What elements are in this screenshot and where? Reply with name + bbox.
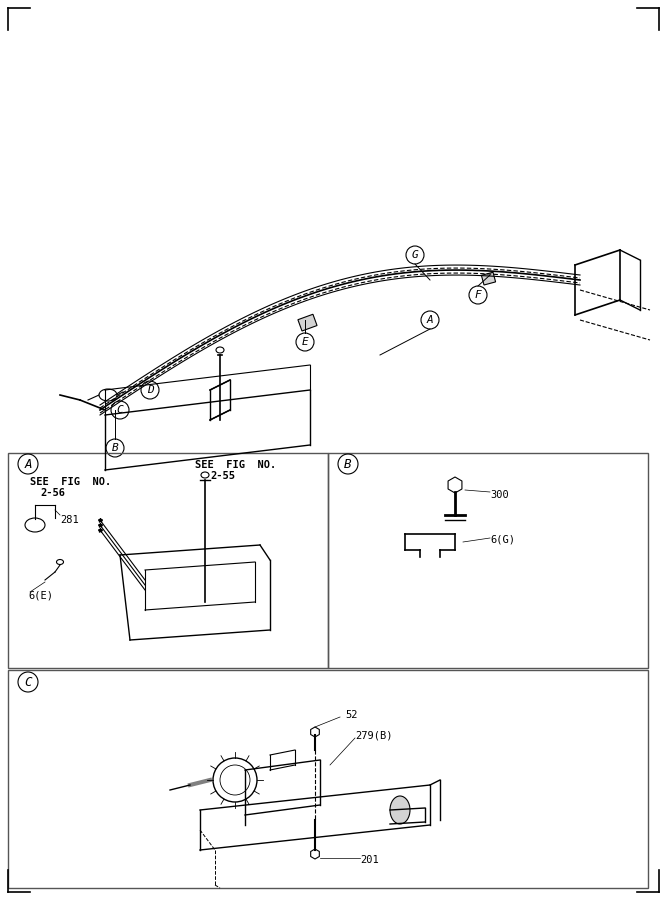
Text: G: G: [412, 250, 418, 260]
Text: B: B: [111, 443, 118, 453]
Text: 2-56: 2-56: [40, 488, 65, 498]
Text: 6(G): 6(G): [490, 535, 515, 545]
Text: 279(B): 279(B): [355, 730, 392, 740]
Text: E: E: [301, 337, 308, 347]
Text: SEE  FIG  NO.: SEE FIG NO.: [195, 460, 276, 470]
Ellipse shape: [201, 472, 209, 478]
Text: C: C: [24, 676, 32, 688]
Text: A: A: [427, 315, 434, 325]
Text: F: F: [475, 290, 482, 300]
Text: 300: 300: [490, 490, 509, 500]
Text: 201: 201: [360, 855, 379, 865]
Text: 2-55: 2-55: [210, 471, 235, 481]
Bar: [8, 670, 648, 888]
Ellipse shape: [99, 389, 117, 401]
Text: B: B: [344, 457, 352, 471]
Text: C: C: [117, 405, 123, 415]
Bar: [8, 453, 328, 668]
Bar: [328, 453, 648, 668]
Text: A: A: [24, 457, 32, 471]
Bar: [482, 272, 496, 285]
Text: 52: 52: [345, 710, 358, 720]
Text: SEE  FIG  NO.: SEE FIG NO.: [30, 477, 111, 487]
Ellipse shape: [216, 347, 224, 353]
Text: 281: 281: [60, 515, 79, 525]
Text: 6(E): 6(E): [28, 590, 53, 600]
Bar: [298, 314, 317, 331]
Text: D: D: [147, 385, 153, 395]
Ellipse shape: [390, 796, 410, 824]
